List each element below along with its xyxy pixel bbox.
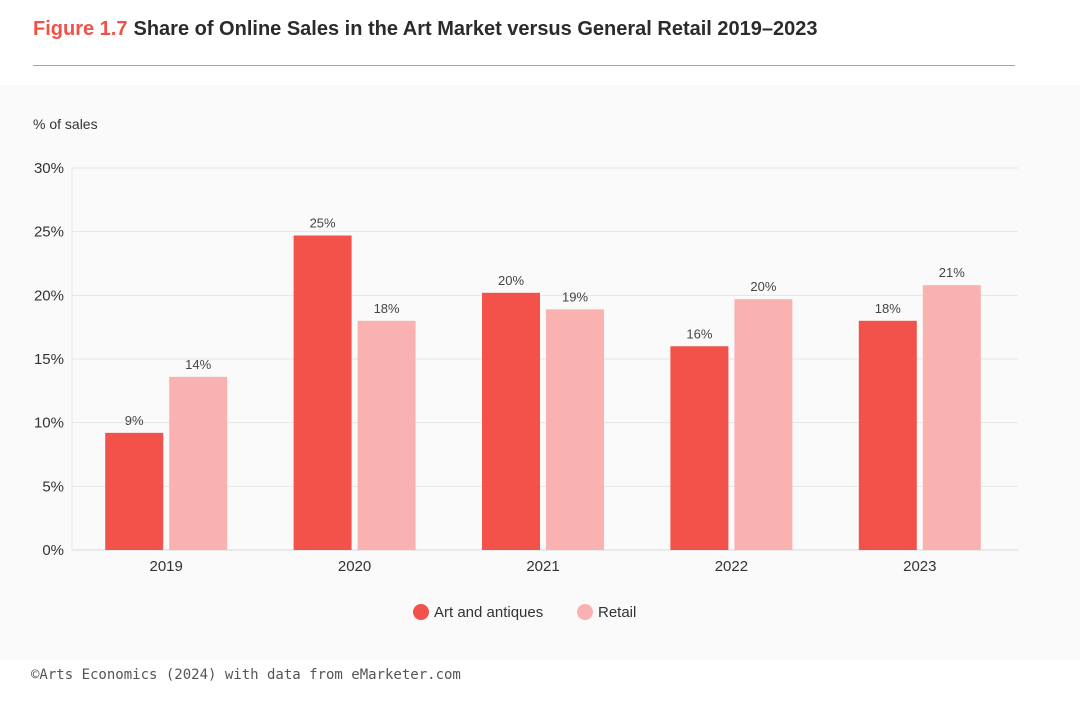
data-label: 18% [875,301,901,316]
bars [105,235,981,550]
x-tick-label: 2020 [338,558,371,575]
data-label: 21% [939,265,965,280]
y-tick-label: 10% [34,415,64,432]
data-label: 18% [374,301,400,316]
figure-label: Figure 1.7 [33,18,128,40]
bar-retail [734,299,793,550]
figure-title-text: Share of Online Sales in the Art Market … [133,18,818,40]
data-label: 19% [562,289,588,304]
y-axis: % of sales 0% 5% 10% 15% 20% 25% 30% [33,116,98,559]
source-note: ©Arts Economics (2024) with data from eM… [31,667,461,683]
bar-retail [922,285,981,550]
legend-label-retail: Retail [598,604,636,621]
figure-title: Figure 1.7 Share of Online Sales in the A… [33,18,818,41]
data-label: 25% [310,215,336,230]
legend-marker-art [413,604,429,620]
legend: Art and antiques Retail [413,604,636,621]
x-axis: 2019 2020 2021 2022 2023 [150,558,937,575]
legend-label-art: Art and antiques [434,604,543,621]
y-axis-title: % of sales [33,116,98,132]
y-tick-label: 0% [42,542,64,559]
y-tick-label: 25% [34,224,64,241]
x-tick-label: 2021 [526,558,559,575]
data-label: 16% [686,326,712,341]
bar-art-and-antiques [858,320,917,550]
y-tick-label: 30% [34,160,64,177]
data-label: 20% [498,273,524,288]
x-tick-label: 2019 [150,558,183,575]
data-labels: 9% 14% 25% 18% 20% 19% 16% 20% 18% 21% [125,215,965,427]
bar-retail [169,376,228,550]
data-label: 14% [185,357,211,372]
bar-art-and-antiques [105,432,164,550]
bar-art-and-antiques [482,292,540,550]
legend-marker-retail [577,604,593,620]
bar-art-and-antiques [670,346,729,550]
bar-retail [357,320,416,550]
y-tick-label: 20% [34,287,64,304]
data-label: 9% [125,413,144,428]
y-tick-label: 5% [42,478,64,495]
data-label: 20% [750,279,776,294]
y-tick-label: 15% [34,351,64,368]
bar-retail [546,309,604,550]
x-tick-label: 2023 [903,558,936,575]
title-divider [33,65,1015,66]
bar-art-and-antiques [293,235,352,550]
x-tick-label: 2022 [715,558,748,575]
